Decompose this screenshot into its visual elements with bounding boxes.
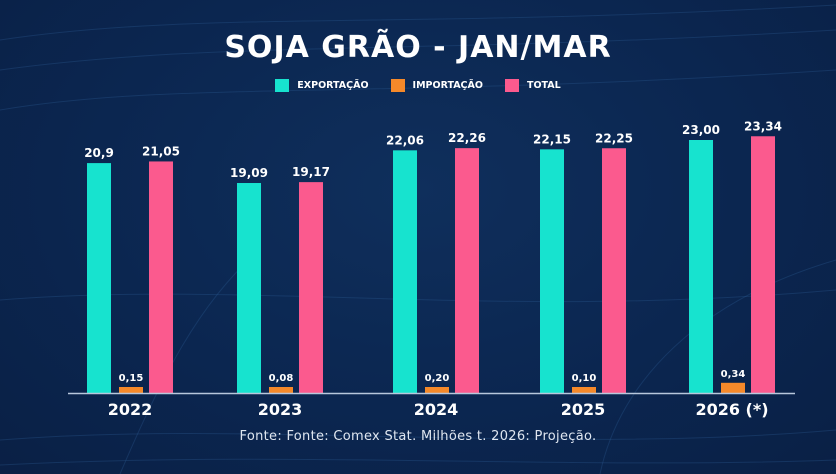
- bar-exportacao-0: [87, 163, 111, 393]
- source-note: Fonte: Fonte: Comex Stat. Milhões t. 202…: [239, 429, 597, 444]
- bar-exportacao-2: [393, 150, 417, 393]
- data-label: 0,08: [269, 373, 294, 384]
- x-tick-label: 2025: [561, 400, 606, 419]
- x-tick-label: 2022: [108, 400, 153, 419]
- bar-importacao-1: [269, 387, 293, 393]
- legend-swatch-importacao: [390, 79, 405, 92]
- legend-swatch-exportacao: [275, 79, 290, 92]
- bar-group-2023: 19,09 0,08 19,17 2023: [230, 165, 330, 419]
- bar-group-2026: 23,00 0,34 23,34 2026 (*): [682, 119, 782, 419]
- bar-total-1: [299, 182, 323, 393]
- bar-importacao-2: [425, 387, 449, 393]
- x-tick-label: 2023: [258, 400, 303, 419]
- legend-item-total: TOTAL: [504, 79, 561, 92]
- legend-item-importacao: IMPORTAÇÃO: [390, 79, 483, 92]
- bar-importacao-3: [572, 387, 596, 393]
- data-label: 23,00: [682, 123, 720, 137]
- data-label: 22,25: [595, 131, 633, 145]
- bar-group-2022: 20,9 0,15 21,05 2022: [84, 144, 180, 419]
- bar-exportacao-3: [540, 149, 564, 393]
- bar-exportacao-1: [237, 183, 261, 393]
- data-label: 0,10: [572, 373, 597, 384]
- data-label: 0,20: [425, 373, 450, 384]
- data-label: 23,34: [744, 119, 782, 133]
- data-label: 20,9: [84, 146, 114, 160]
- bar-group-2025: 22,15 0,10 22,25 2025: [533, 131, 633, 419]
- bar-group-2024: 22,06 0,20 22,26 2024: [386, 131, 486, 419]
- x-tick-label: 2026 (*): [695, 400, 768, 419]
- data-label: 22,26: [448, 131, 486, 145]
- data-label: 22,06: [386, 133, 424, 147]
- legend-label-exportacao: EXPORTAÇÃO: [297, 80, 369, 91]
- data-label: 21,05: [142, 144, 180, 158]
- data-label: 19,09: [230, 166, 268, 180]
- legend-item-exportacao: EXPORTAÇÃO: [275, 79, 369, 92]
- legend-label-total: TOTAL: [526, 80, 561, 91]
- bar-total-4: [751, 136, 775, 393]
- data-label: 0,15: [119, 373, 144, 384]
- legend: EXPORTAÇÃO IMPORTAÇÃO TOTAL: [0, 79, 836, 92]
- data-label: 22,15: [533, 132, 571, 146]
- bar-total-3: [602, 148, 626, 393]
- bar-total-2: [455, 148, 479, 393]
- data-label: 0,34: [721, 369, 746, 380]
- chart-title: SOJA GRÃO - JAN/MAR: [224, 30, 612, 65]
- x-tick-label: 2024: [414, 400, 459, 419]
- bar-importacao-4: [721, 382, 745, 393]
- legend-label-importacao: IMPORTAÇÃO: [412, 80, 483, 91]
- bar-total-0: [149, 161, 173, 393]
- data-label: 19,17: [292, 165, 330, 179]
- legend-swatch-total: [504, 79, 519, 92]
- bar-exportacao-4: [689, 140, 713, 393]
- bar-importacao-0: [119, 387, 143, 393]
